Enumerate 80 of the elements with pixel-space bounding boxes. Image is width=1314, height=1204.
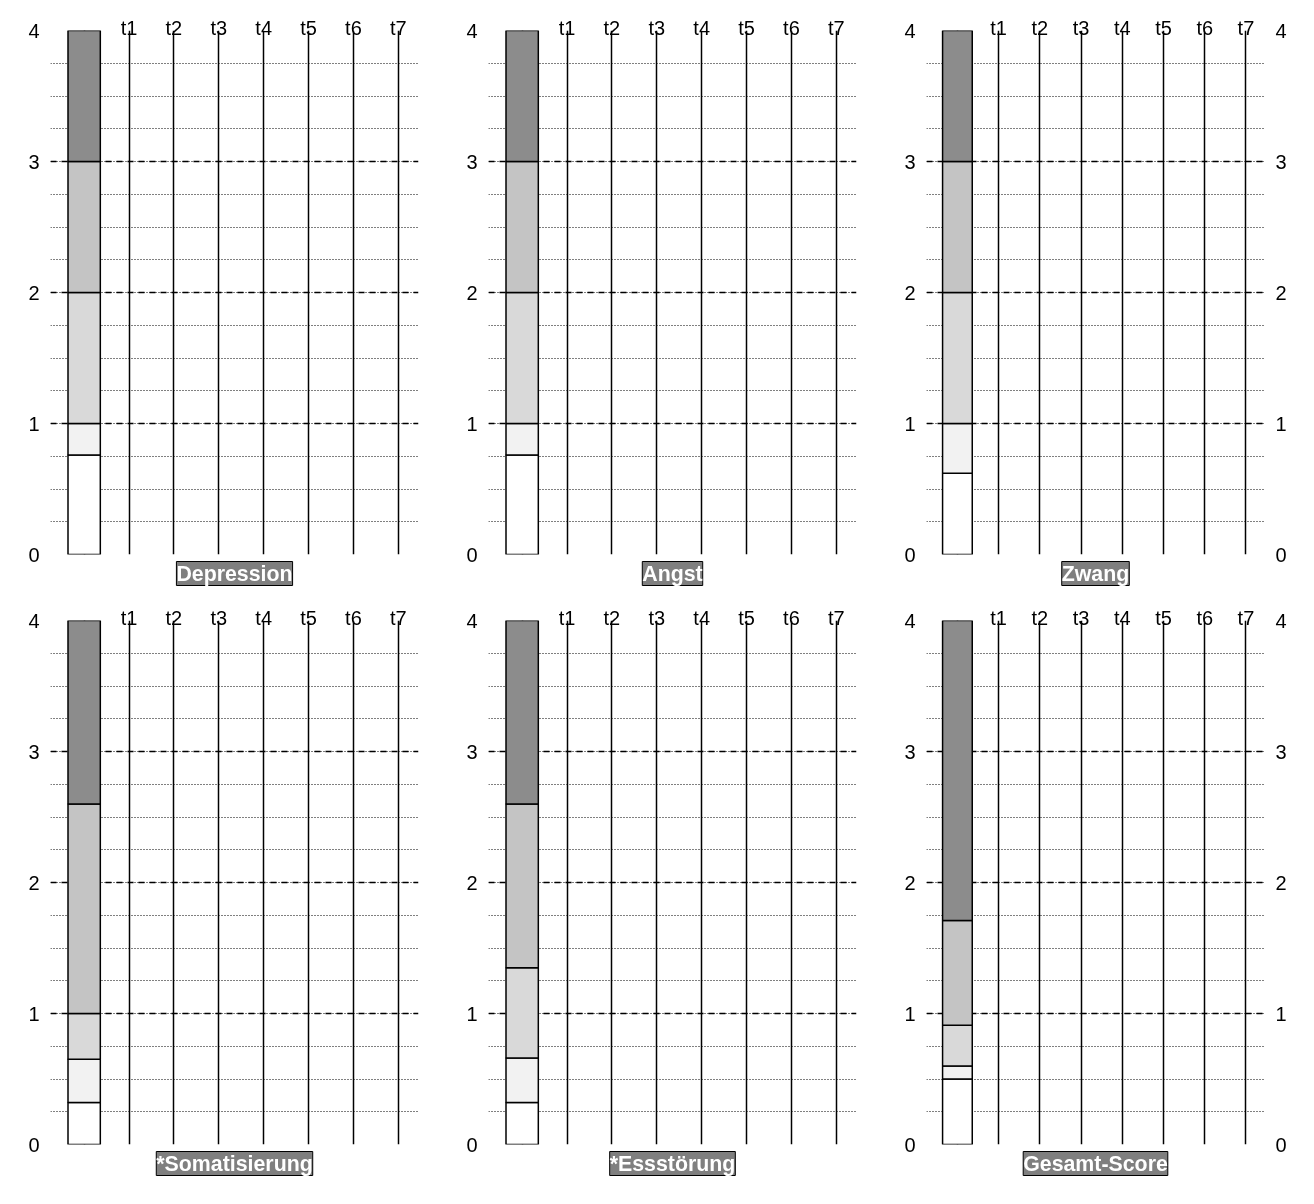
y-tick-label: 0	[28, 543, 40, 566]
x-tick-label: t7	[389, 16, 407, 39]
x-tick-label: t1	[120, 16, 138, 39]
x-tick-label: t7	[389, 606, 407, 629]
y-tick-label: 1	[904, 412, 916, 435]
x-tick-label: t4	[693, 606, 711, 629]
y-tick-label: 2	[28, 871, 40, 894]
x-tick-label: t7	[827, 16, 845, 39]
x-tick-label: t3	[210, 606, 228, 629]
y-tick-label: 1	[28, 1002, 40, 1025]
x-tick-label: t5	[300, 16, 317, 39]
y-tick-label: 0	[904, 1133, 916, 1156]
x-tick-label: t5	[1155, 16, 1172, 39]
x-tick-label: t3	[648, 606, 666, 629]
y-tick-label: 3	[466, 740, 478, 763]
y-tick-label: 2	[904, 871, 916, 894]
y-tick-label: 0	[466, 543, 478, 566]
y2-tick-label: 0	[1275, 1133, 1287, 1156]
x-tick-label: t1	[558, 606, 576, 629]
y-tick-label: 1	[28, 412, 40, 435]
y-tick-label: 3	[904, 150, 916, 173]
y-tick-label: 1	[466, 412, 478, 435]
x-tick-label: t4	[255, 16, 273, 39]
y2-tick-label: 1	[1275, 1002, 1287, 1025]
text: Depression	[176, 561, 293, 586]
y-tick-label: 0	[466, 1133, 478, 1156]
y-tick-label: 2	[466, 281, 478, 304]
x-tick-label: t6	[1196, 16, 1214, 39]
x-tick-label: t4	[1113, 606, 1131, 629]
text: Zwang	[1061, 561, 1130, 586]
x-tick-label: t6	[345, 606, 362, 629]
x-tick-label: t3	[1072, 606, 1090, 629]
text: *Essstörung	[609, 1151, 736, 1176]
y-tick-label: 2	[466, 871, 478, 894]
x-tick-label: t6	[1196, 606, 1214, 629]
y-tick-label: 4	[466, 19, 478, 42]
y2-tick-label: 3	[1275, 740, 1287, 763]
y2-tick-label: 3	[1275, 150, 1287, 173]
y-tick-label: 4	[28, 609, 40, 632]
y2-tick-label: 1	[1275, 412, 1287, 435]
y-tick-label: 3	[904, 740, 916, 763]
x-tick-label: t5	[738, 606, 755, 629]
x-tick-label: t1	[558, 16, 576, 39]
x-tick-label: t5	[300, 606, 317, 629]
y-tick-label: 0	[28, 1133, 40, 1156]
x-tick-label: t1	[990, 16, 1007, 39]
x-tick-label: t5	[738, 16, 755, 39]
x-tick-label: t6	[783, 16, 800, 39]
y-tick-label: 2	[904, 281, 916, 304]
x-tick-label: t6	[783, 606, 800, 629]
x-tick-label: t1	[120, 606, 138, 629]
x-tick-label: t4	[255, 606, 273, 629]
y-tick-label: 3	[466, 150, 478, 173]
y-tick-label: 1	[466, 1002, 478, 1025]
x-tick-label: t7	[827, 606, 845, 629]
y-tick-label: 1	[904, 1002, 916, 1025]
y2-tick-label: 4	[1275, 609, 1287, 632]
x-tick-label: t6	[345, 16, 362, 39]
x-tick-label: t3	[210, 16, 228, 39]
y-tick-label: 4	[28, 19, 40, 42]
x-tick-label: t7	[1237, 606, 1255, 629]
x-tick-label: t3	[648, 16, 666, 39]
x-tick-label: t5	[1155, 606, 1172, 629]
y-tick-label: 2	[28, 281, 40, 304]
x-tick-label: t4	[693, 16, 711, 39]
y2-tick-label: 0	[1275, 543, 1287, 566]
x-tick-label: t1	[990, 606, 1007, 629]
y-tick-label: 4	[904, 609, 916, 632]
y-tick-label: 0	[904, 543, 916, 566]
y-tick-label: 3	[28, 150, 40, 173]
y-tick-label: 4	[466, 609, 478, 632]
y-tick-label: 4	[904, 19, 916, 42]
x-tick-label: t3	[1072, 16, 1090, 39]
y2-tick-label: 2	[1275, 281, 1287, 304]
y2-tick-label: 2	[1275, 871, 1287, 894]
x-tick-label: t7	[1237, 16, 1255, 39]
x-tick-label: t4	[1113, 16, 1131, 39]
y-tick-label: 3	[28, 740, 40, 763]
text: Gesamt-Score	[1023, 1151, 1168, 1176]
y2-tick-label: 4	[1275, 19, 1287, 42]
